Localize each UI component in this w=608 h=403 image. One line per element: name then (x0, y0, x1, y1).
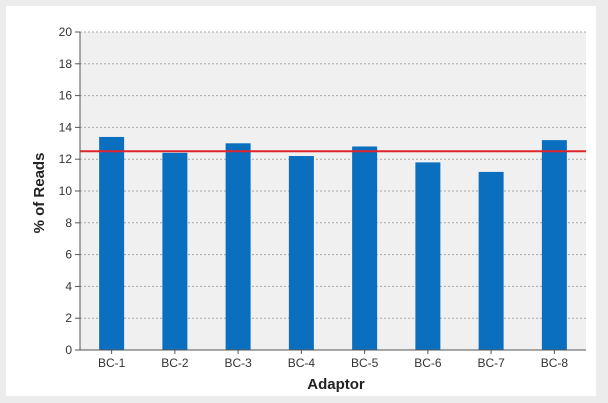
y-tick-labels: 0 2 4 6 8 10 12 14 16 18 20 (59, 25, 73, 357)
bar-bc-2 (162, 152, 188, 350)
y-tick-label: 4 (65, 279, 72, 293)
x-tick-label: BC-2 (161, 356, 189, 370)
x-tick-label: BC-3 (224, 356, 252, 370)
x-tick-label: BC-1 (98, 356, 126, 370)
y-axis-title: % of Reads (31, 153, 48, 234)
bar-bc-8 (541, 140, 567, 350)
x-tick-label: BC-6 (414, 356, 442, 370)
y-tick-label: 18 (59, 57, 73, 71)
bar-bc-4 (288, 156, 314, 350)
y-tick-label: 12 (59, 152, 73, 166)
x-tick-labels: BC-1 BC-2 BC-3 BC-4 BC-5 BC-6 BC-7 BC-8 (98, 356, 568, 370)
bar-bc-6 (415, 162, 441, 350)
bar-bc-1 (99, 136, 125, 350)
y-tick-label: 8 (65, 216, 72, 230)
y-tick-label: 20 (59, 25, 73, 39)
axes (75, 31, 586, 354)
y-tick-label: 0 (65, 343, 72, 357)
y-tick-label: 6 (65, 248, 72, 262)
y-tick-label: 10 (59, 184, 73, 198)
x-tick-label: BC-4 (288, 356, 316, 370)
y-tick-label: 2 (65, 311, 72, 325)
bar-bc-3 (225, 143, 251, 350)
bar-bc-7 (478, 171, 504, 350)
y-tick-label: 14 (59, 120, 73, 134)
x-tick-label: BC-8 (541, 356, 569, 370)
bars (99, 136, 567, 350)
x-axis-title: Adaptor (307, 376, 365, 393)
x-tick-label: BC-5 (351, 356, 379, 370)
bar-bc-5 (352, 146, 378, 350)
x-tick-label: BC-7 (477, 356, 505, 370)
y-tick-label: 16 (59, 89, 73, 103)
